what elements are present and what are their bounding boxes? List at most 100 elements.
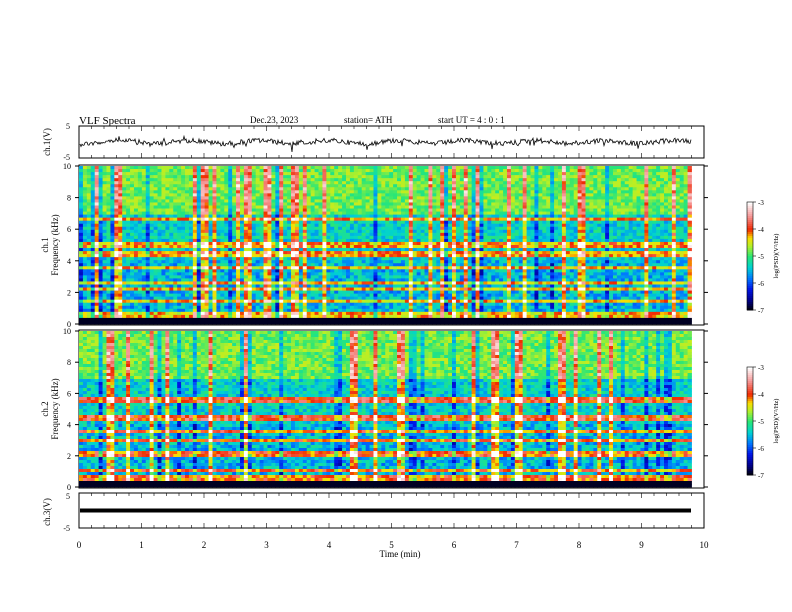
spectrogram-cell <box>259 181 264 185</box>
spectrogram-cell <box>259 251 264 255</box>
spectrogram-cell <box>94 260 100 264</box>
spectrogram-cell <box>318 202 323 206</box>
spectrogram-cell <box>530 248 535 252</box>
spectrogram-cell <box>546 202 551 206</box>
spectrogram-cell <box>471 205 476 209</box>
spectrogram-cell <box>506 196 512 200</box>
spectrogram-cell <box>667 232 673 237</box>
spectrogram-cell <box>612 257 618 261</box>
spectrogram-cell <box>487 217 492 222</box>
spectrogram-cell <box>298 217 304 222</box>
spectrogram-cell <box>298 190 304 194</box>
spectrogram-cell <box>589 217 594 222</box>
spectrogram-cell <box>157 241 162 246</box>
spectrogram-cell <box>648 166 653 170</box>
spectrogram-cell <box>585 245 590 249</box>
spectrogram-cell <box>605 226 610 231</box>
spectrogram-cell <box>232 175 237 179</box>
spectrogram-cell <box>679 175 685 179</box>
spectrogram-cell <box>126 238 131 243</box>
spectrogram-cell <box>452 205 457 209</box>
spectrogram-cell <box>436 190 441 194</box>
spectrogram-cell <box>455 217 461 222</box>
spectrogram-cell <box>565 187 571 191</box>
spectrogram-cell <box>581 190 586 194</box>
spectrogram-cell <box>322 184 327 188</box>
spectrogram-cell <box>428 223 433 228</box>
spectrogram-cell <box>302 254 308 258</box>
spectrogram-cell <box>228 248 233 252</box>
spectrogram-cell <box>632 223 637 228</box>
spectrogram-cell <box>212 175 217 179</box>
spectrogram-cell <box>381 223 386 228</box>
spectrogram-cell <box>452 245 457 249</box>
spectrogram-cell <box>389 232 394 237</box>
spectrogram-cell <box>609 229 614 234</box>
spectrogram-cell <box>126 241 131 246</box>
spectrogram-cell <box>432 187 437 191</box>
spectrogram-cell <box>153 238 158 243</box>
spectrogram-cell <box>338 251 343 255</box>
spectrogram-cell <box>605 257 610 261</box>
spectrogram-cell <box>448 235 453 240</box>
spectrogram-cell <box>298 254 304 258</box>
spectrogram-cell <box>298 166 304 170</box>
spectrogram-cell <box>188 187 194 191</box>
spectrogram-cell <box>632 238 637 243</box>
spectrogram-cell <box>247 205 253 209</box>
spectrogram-cell <box>267 181 272 185</box>
spectrogram-cell <box>338 220 343 225</box>
spectrogram-cell <box>601 257 606 261</box>
spectrogram-cell <box>656 190 661 194</box>
spectrogram-cell <box>263 248 268 252</box>
spectrogram-cell <box>102 202 107 206</box>
spectrogram-cell <box>573 196 579 200</box>
spectrogram-cell <box>687 257 692 261</box>
spectrogram-cell <box>122 229 127 234</box>
spectrogram-cell <box>369 175 374 179</box>
spectrogram-cell <box>506 238 512 243</box>
spectrogram-cell <box>483 178 488 182</box>
spectrogram-cell <box>196 223 202 228</box>
spectrogram-cell <box>357 190 363 194</box>
spectrogram-cell <box>448 190 453 194</box>
spectrogram-cell <box>558 257 563 261</box>
spectrogram-cell <box>534 190 539 194</box>
spectrogram-cell <box>597 181 602 185</box>
spectrogram-cell <box>247 232 253 237</box>
spectrogram-cell <box>483 205 488 209</box>
spectrogram-cell <box>514 181 520 185</box>
spectrogram-cell <box>236 257 241 261</box>
spectrogram-cell <box>538 184 543 188</box>
spectrogram-cell <box>228 205 233 209</box>
spectrogram-cell <box>506 223 512 228</box>
spectrogram-cell <box>338 257 343 261</box>
spectrogram-cell <box>436 193 441 197</box>
spectrogram-cell <box>212 217 217 222</box>
spectrogram-cell <box>279 193 284 197</box>
spectrogram-cell <box>675 226 681 231</box>
spectrogram-cell <box>106 226 111 231</box>
spectrogram-cell <box>452 175 457 179</box>
spectrogram-cell <box>161 245 166 249</box>
spectrogram-cell <box>503 248 508 252</box>
spectrogram-cell <box>589 187 594 191</box>
spectrogram-cell <box>330 235 335 240</box>
spectrogram-cell <box>228 172 233 176</box>
spectrogram-cell <box>208 196 213 200</box>
spectrogram-cell <box>561 190 567 194</box>
spectrogram-cell <box>287 172 292 176</box>
spectrogram-cell <box>687 205 692 209</box>
spectrogram-cell <box>432 238 437 243</box>
spectrogram-cell <box>322 220 327 225</box>
spectrogram-cell <box>255 193 261 197</box>
spectrogram-cell <box>530 208 535 212</box>
spectrogram-cell <box>389 193 394 197</box>
spectrogram-cell <box>518 196 524 200</box>
spectrogram-cell <box>330 220 335 225</box>
spectrogram-cell <box>683 184 688 188</box>
spectrogram-cell <box>263 205 268 209</box>
spectrogram-cell <box>601 175 606 179</box>
spectrogram-cell <box>126 178 131 182</box>
spectrogram-cell <box>302 217 308 222</box>
